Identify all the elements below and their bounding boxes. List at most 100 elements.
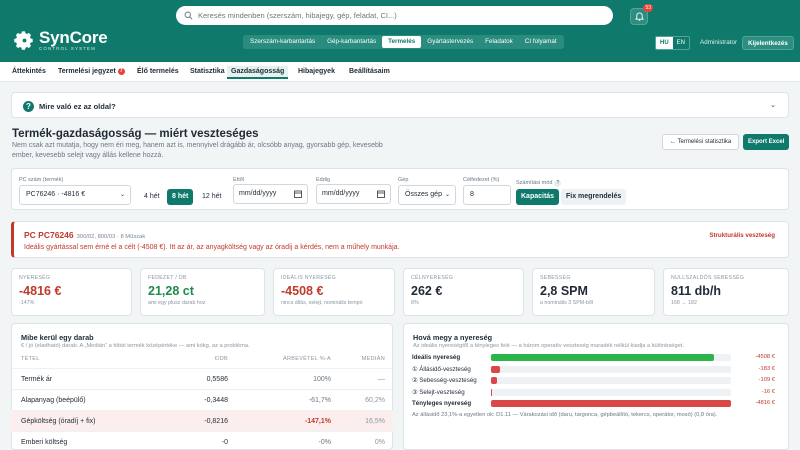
kpi-value: 811 db/h — [671, 284, 722, 298]
table-header-cell: MEDIÁN — [361, 356, 385, 362]
topnav-item[interactable]: Gép-karbantartás — [327, 38, 377, 45]
subnav-item[interactable]: Statisztika — [190, 68, 225, 75]
table-cell-median: 0% — [374, 439, 385, 446]
target-margin-input[interactable]: 8 — [463, 185, 511, 205]
page-title: Termék-gazdaságosság — miért veszteséges — [12, 128, 259, 140]
kpi-card: FEDEZET / DB 21,28 ct ami egy plusz darab … — [140, 268, 265, 316]
search-input[interactable] — [198, 11, 598, 20]
lang-option[interactable]: HU — [656, 37, 673, 49]
waterfall-row: Tényleges nyereség -4816 € — [403, 399, 783, 409]
product-alert: PC PC76246 300/02, 800/03 · 8 Műszak Ideá… — [11, 221, 789, 258]
subnav-item-label: Élő termelés — [137, 68, 179, 75]
calc-mode-option[interactable]: Kapacitás — [516, 189, 560, 205]
table-cell-item: Emberi költség — [21, 439, 68, 446]
profit-panel: Hová megy a nyereség Az ideális nyereség… — [403, 323, 789, 450]
export-excel-button[interactable]: Export Excel — [743, 134, 790, 150]
calc-mode-label-text: Számítási mód — [516, 180, 553, 186]
cost-panel-title: Mibe kerül egy darab — [21, 333, 94, 342]
notification-count-badge: 53 — [643, 4, 653, 12]
waterfall-bar — [491, 400, 731, 407]
kpi-value: 262 € — [411, 284, 443, 298]
week-option[interactable]: 4 hét — [144, 193, 160, 200]
notifications-button[interactable]: 53 — [630, 4, 653, 25]
from-date-input[interactable]: mm/dd/yyyy — [233, 184, 308, 204]
table-cell-pct: 100% — [313, 376, 331, 383]
subnav-item-label: Hibajegyek — [298, 68, 335, 75]
kpi-sub: a nominális 3 SPM-ből — [540, 300, 593, 306]
kpi-card: SEBESSÉG 2,8 SPM a nominális 3 SPM-ből — [532, 268, 655, 316]
table-cell-median: 60,2% — [365, 397, 385, 404]
table-cell-eur: -0,8216 — [204, 418, 228, 425]
subnav-item-label: Statisztika — [190, 68, 225, 75]
kpi-card: NULLSZALDÓS SEBESSÉG 811 db/h 168 → 182 — [663, 268, 789, 316]
kpi-label: SEBESSÉG — [540, 275, 571, 281]
table-cell-eur: -0,3448 — [204, 397, 228, 404]
chevron-down-icon[interactable]: ⌄ — [770, 102, 776, 109]
table-cell-pct: -61,7% — [308, 397, 331, 404]
kpi-sub: nincs állás, selejt, nominális tempó — [281, 300, 363, 306]
logout-button[interactable]: Kijelentkezés — [742, 36, 794, 50]
topnav-item[interactable]: CI folyamat — [524, 38, 557, 45]
gear-icon — [14, 30, 35, 51]
waterfall-track — [491, 365, 731, 373]
pc-select[interactable]: PC76246 · -4816 € ⌄ — [19, 185, 131, 205]
help-title: Mire való ez az oldal? — [39, 102, 116, 111]
machine-select[interactable]: Összes gép ⌄ — [398, 185, 456, 205]
waterfall-value: -109 € — [758, 377, 775, 383]
kpi-label: NYERESÉG — [19, 275, 51, 281]
target-margin-value: 8 — [470, 191, 474, 198]
global-search[interactable] — [176, 6, 613, 25]
app-header: SynCore CONTROL SYSTEM 53 Szerszám-karba… — [0, 0, 800, 62]
kpi-label: IDEÁLIS NYERESÉG — [281, 275, 336, 281]
product-id-text: PC PC76246 — [24, 230, 74, 240]
topnav-item[interactable]: Gyártástervezés — [427, 38, 474, 45]
calendar-icon — [377, 190, 385, 198]
waterfall-value: -183 € — [758, 365, 775, 372]
to-date-input[interactable]: mm/dd/yyyy — [316, 184, 391, 204]
help-accordion[interactable]: ? Mire való ez az oldal? ⌄ — [11, 92, 789, 118]
kpi-label: FEDEZET / DB — [148, 275, 187, 281]
brand-subtitle: CONTROL SYSTEM — [39, 46, 96, 51]
lang-option[interactable]: EN — [676, 40, 686, 46]
logo[interactable]: SynCore CONTROL SYSTEM — [14, 29, 108, 52]
machine-select-value: Összes gép — [405, 191, 442, 198]
kpi-label: NULLSZALDÓS SEBESSÉG — [671, 275, 745, 281]
help-icon[interactable]: ? — [554, 180, 562, 187]
language-switcher: HU EN — [655, 36, 691, 50]
kpi-sub: 8% — [411, 300, 419, 306]
waterfall-row: ① Állásidő-veszteség -183 € — [403, 365, 783, 375]
table-cell-item: Termék ár — [21, 376, 53, 383]
top-navigation: Szerszám-karbantartás Gép-karbantartás Ter… — [243, 35, 564, 49]
table-header-cell: TÉTEL — [21, 356, 40, 362]
subnav-item[interactable]: Áttekintés — [12, 68, 46, 75]
week-option[interactable]: 12 hét — [202, 193, 222, 200]
cost-panel-subtitle: € / jó (eladható) darab. A „Medián” a tö… — [21, 343, 250, 349]
waterfall-label: ③ Selejt-veszteség — [412, 388, 465, 396]
subnav-item[interactable]: Élő termelés — [137, 68, 179, 75]
topnav-item[interactable]: Termelés — [382, 36, 422, 48]
kpi-label: CÉLNYERESÉG — [411, 275, 454, 281]
subnav-item[interactable]: Hibajegyek — [298, 68, 335, 75]
calc-mode-label: Számítási mód? — [516, 180, 562, 187]
topnav-item[interactable]: Feladatok — [485, 38, 513, 45]
week-option[interactable]: 8 hét — [167, 189, 194, 205]
topnav-item[interactable]: Szerszám-karbantartás — [250, 38, 316, 45]
chevron-down-icon: ⌄ — [444, 192, 450, 198]
waterfall-bar — [491, 365, 501, 373]
machine-label: Gép — [398, 177, 409, 183]
calc-mode-option[interactable]: Fix megrendelés — [561, 189, 627, 205]
waterfall-value: -4508 € — [755, 354, 775, 360]
subnav-item[interactable]: Termelési jegyzet 7 — [58, 68, 125, 75]
waterfall-label: Ideális nyereség — [412, 354, 461, 361]
kpi-value: -4816 € — [19, 284, 62, 298]
subnav-item[interactable]: Gazdaságosság — [227, 66, 289, 79]
production-statistics-button[interactable]: ← Termelési statisztika — [662, 134, 740, 150]
table-row: Alapanyag (beépülő) -0,3448 -61,7% 60,2% — [11, 389, 393, 410]
search-icon — [184, 11, 193, 20]
table-cell-item: Gépköltség (óradíj + fix) — [21, 418, 96, 425]
table-cell-eur: 0,5586 — [206, 376, 228, 383]
product-message: Ideális gyártással sem érné el a célt (-… — [24, 244, 400, 251]
waterfall-bar — [491, 388, 493, 396]
subnav-item[interactable]: Beállításaim — [349, 68, 390, 75]
subnav-count-badge: 7 — [117, 68, 125, 75]
